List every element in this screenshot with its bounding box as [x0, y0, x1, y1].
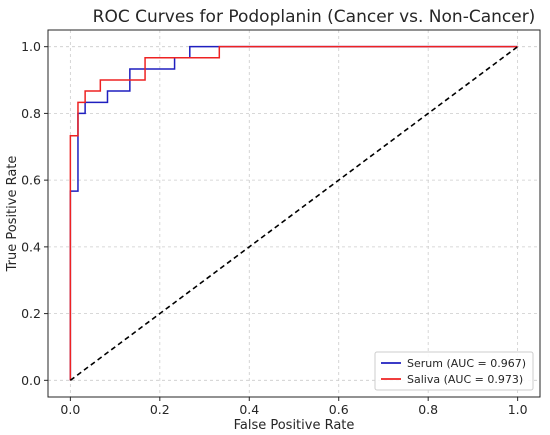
- y-axis-label: True Positive Rate: [5, 156, 20, 273]
- series-layer: [69, 45, 519, 381]
- roc-line-saliva: [69, 45, 518, 381]
- x-tick-label: 0.6: [329, 402, 349, 417]
- y-tick-label: 0.8: [21, 106, 41, 121]
- roc-line-serum: [69, 45, 518, 381]
- legend: Serum (AUC = 0.967) Saliva (AUC = 0.973): [374, 351, 534, 391]
- x-tick-label: 1.0: [508, 402, 528, 417]
- y-tick-label: 0.0: [21, 373, 41, 388]
- y-tick-label: 0.6: [21, 173, 41, 188]
- legend-entry: Serum (AUC = 0.967): [407, 357, 526, 370]
- y-tick-label: 0.4: [21, 239, 41, 254]
- x-tick-label: 0.4: [239, 402, 259, 417]
- tick-layer: 0.0 0.2 0.4 0.6 0.8 1.0 0.0 0.2 0.4 0.6 0.8 1.0: [21, 39, 528, 417]
- y-tick-label: 1.0: [21, 39, 41, 54]
- x-tick-label: 0.8: [418, 402, 438, 417]
- legend-box: [374, 351, 534, 391]
- diagonal-reference-line: [69, 46, 519, 381]
- plot-area-frame: [47, 29, 541, 398]
- x-axis-label: False Positive Rate: [234, 418, 355, 433]
- x-tick-label: 0.0: [60, 402, 80, 417]
- y-tick-label: 0.2: [21, 306, 41, 321]
- chart-title: ROC Curves for Podoplanin (Cancer vs. No…: [93, 7, 536, 27]
- x-tick-label: 0.2: [150, 402, 170, 417]
- legend-entry: Saliva (AUC = 0.973): [407, 373, 523, 386]
